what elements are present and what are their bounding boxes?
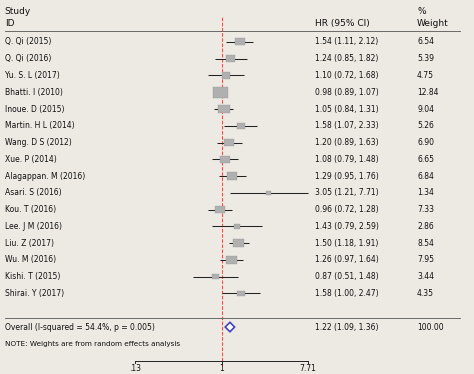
Bar — [226, 256, 237, 264]
Text: Overall (I-squared = 54.4%, p = 0.005): Overall (I-squared = 54.4%, p = 0.005) — [5, 322, 155, 331]
Text: Xue. P (2014): Xue. P (2014) — [5, 155, 56, 164]
Text: 5.26: 5.26 — [417, 121, 434, 130]
Text: 9.04: 9.04 — [417, 104, 434, 114]
Text: 5.39: 5.39 — [417, 54, 434, 63]
Text: Asari. S (2016): Asari. S (2016) — [5, 188, 61, 197]
Bar — [218, 105, 229, 113]
Text: Q. Qi (2015): Q. Qi (2015) — [5, 37, 51, 46]
Text: 1.05 (0.84, 1.31): 1.05 (0.84, 1.31) — [315, 104, 379, 114]
Text: .13: .13 — [129, 364, 141, 373]
Bar — [266, 191, 271, 195]
Text: 7.71: 7.71 — [300, 364, 317, 373]
Text: 2.86: 2.86 — [417, 222, 434, 231]
Text: 1.20 (0.89, 1.63): 1.20 (0.89, 1.63) — [315, 138, 379, 147]
Text: 1.08 (0.79, 1.48): 1.08 (0.79, 1.48) — [315, 155, 379, 164]
Text: ID: ID — [5, 19, 14, 28]
Bar — [228, 172, 237, 180]
Text: 1.58 (1.00, 2.47): 1.58 (1.00, 2.47) — [315, 289, 379, 298]
Text: Q. Qi (2016): Q. Qi (2016) — [5, 54, 51, 63]
Text: Liu. Z (2017): Liu. Z (2017) — [5, 239, 54, 248]
Text: 0.98 (0.89, 1.07): 0.98 (0.89, 1.07) — [315, 88, 379, 97]
Text: 1.29 (0.95, 1.76): 1.29 (0.95, 1.76) — [315, 172, 379, 181]
Text: 4.35: 4.35 — [417, 289, 434, 298]
Text: 1.43 (0.79, 2.59): 1.43 (0.79, 2.59) — [315, 222, 379, 231]
Text: 1.22 (1.09, 1.36): 1.22 (1.09, 1.36) — [315, 322, 379, 331]
Text: Kishi. T (2015): Kishi. T (2015) — [5, 272, 60, 281]
Bar — [235, 39, 245, 46]
Text: 100.00: 100.00 — [417, 322, 444, 331]
Text: Yu. S. L (2017): Yu. S. L (2017) — [5, 71, 60, 80]
Text: 1.54 (1.11, 2.12): 1.54 (1.11, 2.12) — [315, 37, 378, 46]
Text: Study: Study — [5, 7, 31, 16]
Bar — [221, 73, 229, 79]
Text: Martin. H L (2014): Martin. H L (2014) — [5, 121, 74, 130]
Bar — [213, 87, 228, 98]
Text: 1.34: 1.34 — [417, 188, 434, 197]
Text: Kou. T (2016): Kou. T (2016) — [5, 205, 56, 214]
Text: 6.84: 6.84 — [417, 172, 434, 181]
Text: 1.26 (0.97, 1.64): 1.26 (0.97, 1.64) — [315, 255, 379, 264]
Text: Alagappan. M (2016): Alagappan. M (2016) — [5, 172, 85, 181]
Bar — [220, 156, 229, 163]
Text: Inoue. D (2015): Inoue. D (2015) — [5, 104, 64, 114]
Text: 3.05 (1.21, 7.71): 3.05 (1.21, 7.71) — [315, 188, 379, 197]
Text: NOTE: Weights are from random effects analysis: NOTE: Weights are from random effects an… — [5, 341, 180, 347]
Text: 0.96 (0.72, 1.28): 0.96 (0.72, 1.28) — [315, 205, 379, 214]
Text: Lee. J M (2016): Lee. J M (2016) — [5, 222, 62, 231]
Text: 1: 1 — [219, 364, 224, 373]
Bar — [212, 274, 219, 279]
Polygon shape — [225, 322, 235, 332]
Bar — [234, 224, 240, 229]
Text: Weight: Weight — [417, 19, 449, 28]
Text: 6.90: 6.90 — [417, 138, 434, 147]
Text: 7.95: 7.95 — [417, 255, 434, 264]
Bar — [237, 291, 245, 297]
Bar — [227, 55, 235, 62]
Text: 1.10 (0.72, 1.68): 1.10 (0.72, 1.68) — [315, 71, 379, 80]
Bar — [237, 123, 245, 129]
Text: 3.44: 3.44 — [417, 272, 434, 281]
Bar — [224, 139, 234, 146]
Text: 12.84: 12.84 — [417, 88, 438, 97]
Text: 6.65: 6.65 — [417, 155, 434, 164]
Text: 1.50 (1.18, 1.91): 1.50 (1.18, 1.91) — [315, 239, 379, 248]
Text: %: % — [417, 7, 426, 16]
Text: 0.87 (0.51, 1.48): 0.87 (0.51, 1.48) — [315, 272, 379, 281]
Text: HR (95% CI): HR (95% CI) — [315, 19, 370, 28]
Text: 7.33: 7.33 — [417, 205, 434, 214]
Text: 1.58 (1.07, 2.33): 1.58 (1.07, 2.33) — [315, 121, 379, 130]
Bar — [233, 239, 245, 247]
Text: Wu. M (2016): Wu. M (2016) — [5, 255, 56, 264]
Text: 4.75: 4.75 — [417, 71, 434, 80]
Text: Shirai. Y (2017): Shirai. Y (2017) — [5, 289, 64, 298]
Text: 8.54: 8.54 — [417, 239, 434, 248]
Text: Bhatti. I (2010): Bhatti. I (2010) — [5, 88, 63, 97]
Text: 6.54: 6.54 — [417, 37, 434, 46]
Bar — [215, 206, 225, 214]
Text: 1.24 (0.85, 1.82): 1.24 (0.85, 1.82) — [315, 54, 379, 63]
Text: Wang. D S (2012): Wang. D S (2012) — [5, 138, 72, 147]
